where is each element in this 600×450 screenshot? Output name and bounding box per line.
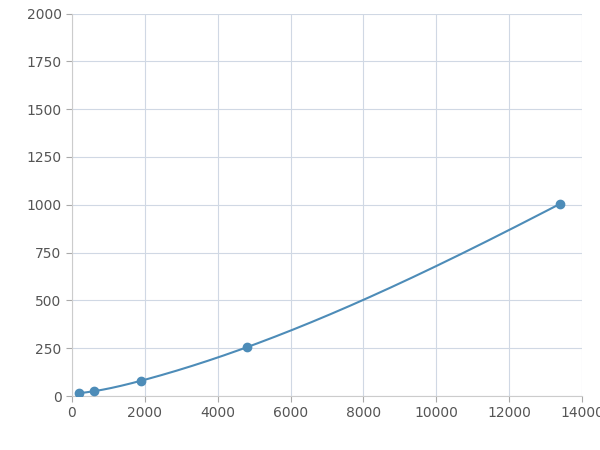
Point (556, 200, 565, 207)
Point (136, 377, 146, 384)
Point (89, 387, 98, 395)
Point (242, 344, 251, 351)
Point (74, 390, 84, 397)
